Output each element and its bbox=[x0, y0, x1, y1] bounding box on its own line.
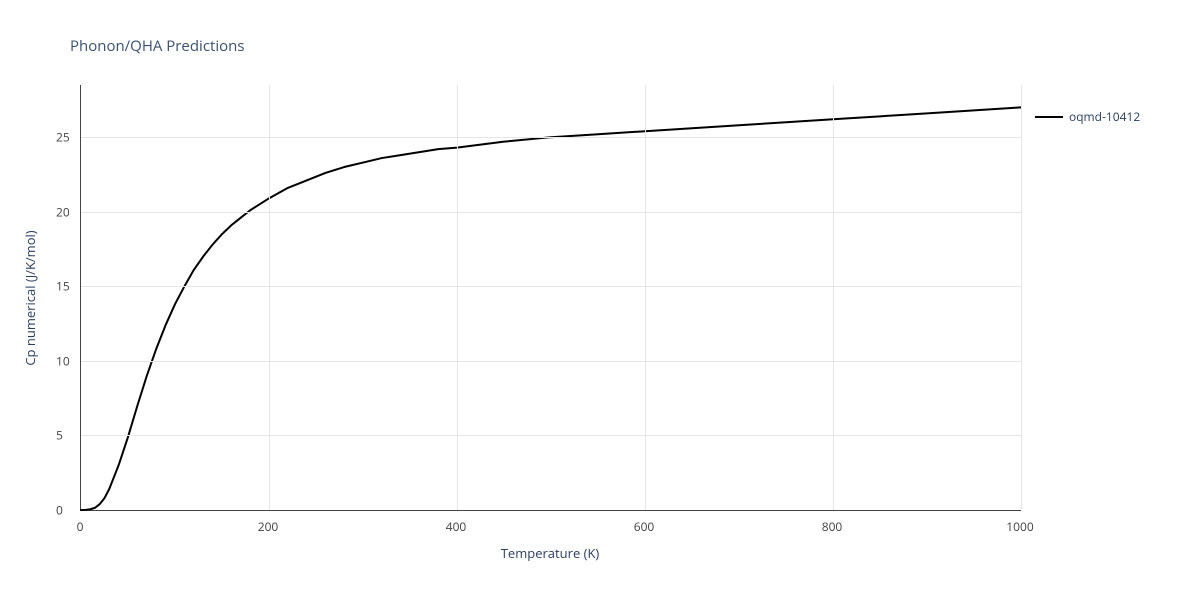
y-tick-label: 15 bbox=[56, 278, 70, 295]
gridline-horizontal bbox=[81, 137, 1021, 138]
legend-swatch bbox=[1035, 116, 1063, 118]
x-tick-label: 800 bbox=[822, 518, 843, 535]
gridline-vertical bbox=[833, 85, 834, 510]
gridline-vertical bbox=[269, 85, 270, 510]
gridline-vertical bbox=[457, 85, 458, 510]
y-tick-label: 0 bbox=[56, 502, 63, 519]
gridline-vertical bbox=[1021, 85, 1022, 510]
legend[interactable]: oqmd-10412 bbox=[1035, 108, 1140, 125]
gridline-vertical bbox=[645, 85, 646, 510]
legend-item-label: oqmd-10412 bbox=[1069, 108, 1140, 125]
line-series bbox=[81, 85, 1021, 510]
y-axis-label: Cp numerical (J/K/mol) bbox=[21, 230, 39, 365]
y-tick-label: 20 bbox=[56, 203, 70, 220]
x-tick-label: 600 bbox=[634, 518, 655, 535]
gridline-horizontal bbox=[81, 212, 1021, 213]
x-tick-label: 400 bbox=[446, 518, 467, 535]
x-tick-label: 1000 bbox=[1006, 518, 1033, 535]
x-tick-label: 200 bbox=[258, 518, 279, 535]
gridline-horizontal bbox=[81, 361, 1021, 362]
series-line-oqmd-10412 bbox=[81, 107, 1021, 510]
y-tick-label: 5 bbox=[56, 427, 63, 444]
gridline-horizontal bbox=[81, 286, 1021, 287]
x-tick-label: 0 bbox=[77, 518, 84, 535]
y-tick-label: 25 bbox=[56, 129, 70, 146]
x-axis-label: Temperature (K) bbox=[501, 544, 600, 562]
y-tick-label: 10 bbox=[56, 352, 70, 369]
plot-area[interactable] bbox=[80, 85, 1021, 511]
gridline-horizontal bbox=[81, 435, 1021, 436]
chart-title: Phonon/QHA Predictions bbox=[70, 36, 245, 56]
